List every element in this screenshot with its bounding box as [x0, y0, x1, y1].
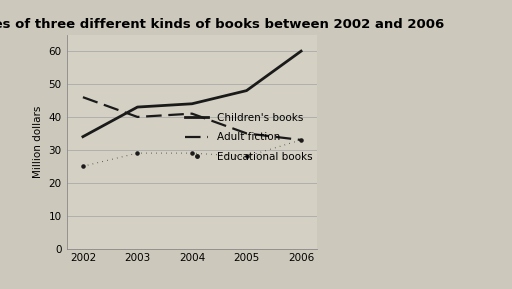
- Title: The sales of three different kinds of books between 2002 and 2006: The sales of three different kinds of bo…: [0, 18, 444, 31]
- Legend: Children's books, Adult fiction, Educational books: Children's books, Adult fiction, Educati…: [185, 113, 312, 162]
- Y-axis label: Million dollars: Million dollars: [33, 105, 43, 178]
